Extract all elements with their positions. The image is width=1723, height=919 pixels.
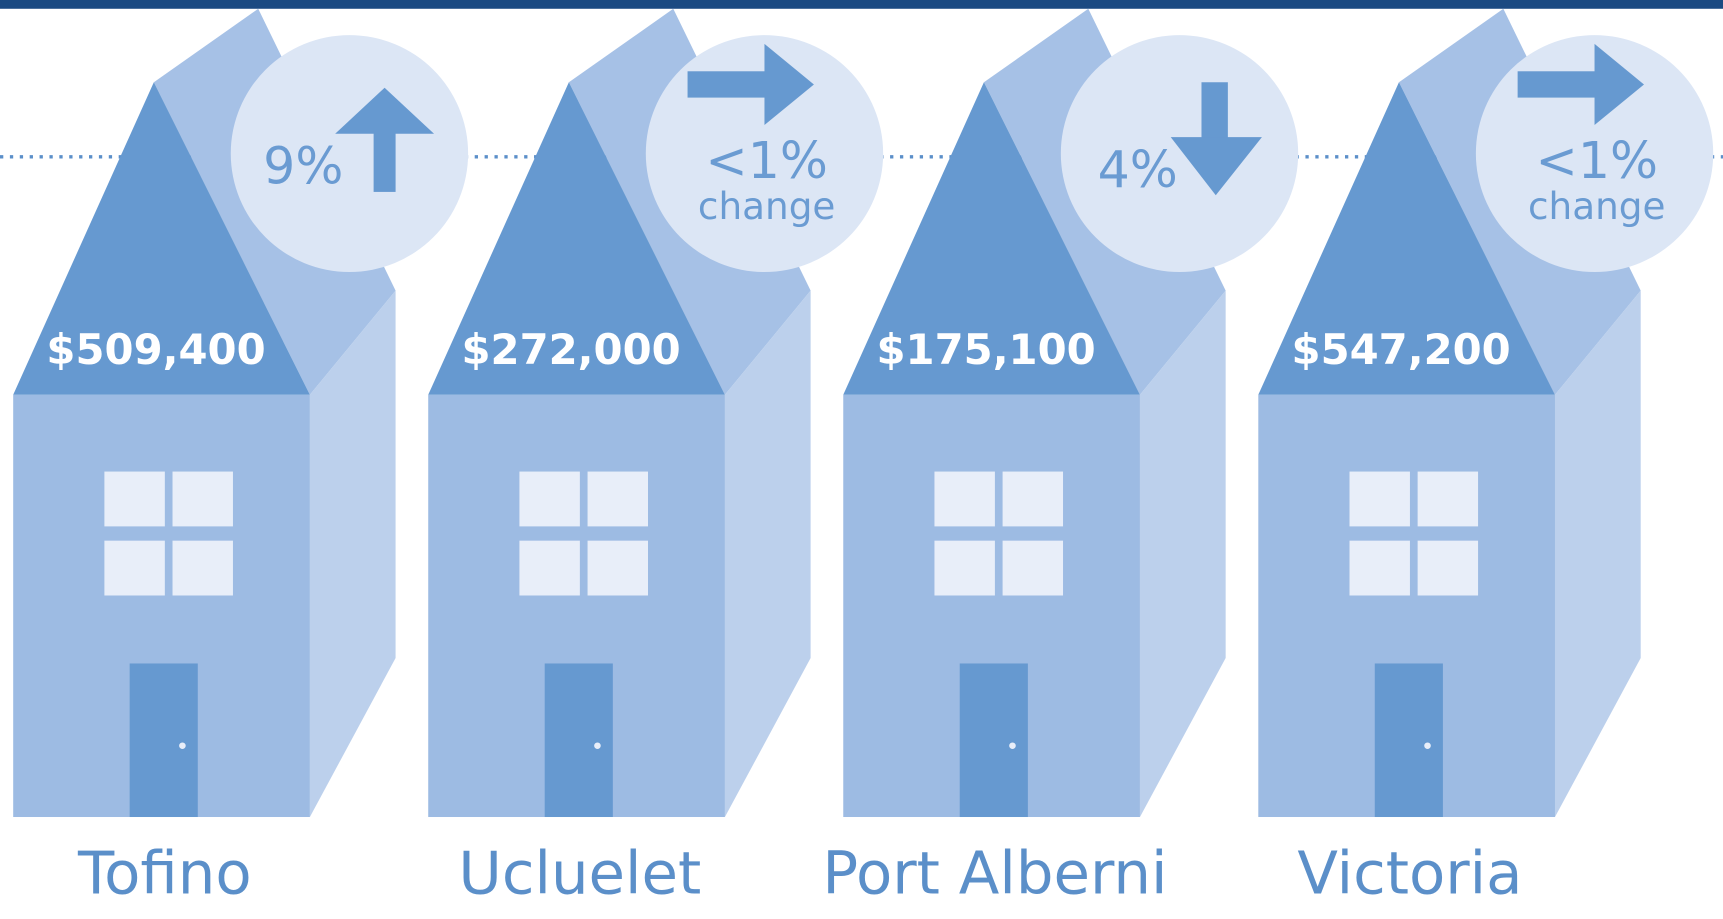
change-badge	[230, 35, 469, 272]
city-name: Tofino	[77, 838, 252, 907]
window	[587, 471, 648, 527]
arrow	[373, 126, 396, 192]
gable	[428, 82, 725, 395]
gable	[1258, 82, 1555, 395]
change: <1%	[1535, 131, 1658, 190]
window	[587, 540, 648, 596]
window	[934, 471, 995, 527]
window	[1002, 540, 1064, 596]
window	[104, 471, 165, 527]
city-name: Port Alberni	[822, 838, 1167, 907]
gable	[843, 82, 1140, 395]
door	[129, 663, 198, 818]
arrow	[687, 71, 770, 98]
door-knob	[179, 742, 186, 750]
price: $547,200	[1292, 325, 1511, 374]
window	[172, 471, 233, 527]
window	[172, 540, 233, 596]
door-knob	[594, 742, 601, 750]
door-knob	[1009, 742, 1016, 750]
side-wall	[724, 290, 811, 818]
change: <1%	[705, 131, 828, 190]
side-wall	[1554, 290, 1641, 818]
price: $509,400	[46, 325, 265, 374]
window	[934, 540, 995, 596]
window	[519, 540, 580, 596]
window	[1002, 471, 1064, 527]
arrow	[1170, 137, 1262, 196]
arrow	[764, 43, 814, 126]
door	[544, 663, 613, 818]
top-bar	[0, 0, 1723, 9]
city-name: Ucluelet	[458, 838, 701, 907]
arrow	[1517, 71, 1601, 98]
change-note: change	[698, 184, 835, 228]
side-wall	[309, 290, 396, 818]
change: 4%	[1098, 140, 1178, 199]
arrow	[1594, 43, 1644, 126]
door-knob	[1424, 742, 1431, 750]
window	[519, 471, 580, 527]
window	[1417, 540, 1479, 596]
city-name: Victoria	[1297, 838, 1522, 907]
window	[1417, 471, 1479, 527]
arrow	[335, 87, 435, 134]
change-badge	[1060, 35, 1299, 272]
price: $175,100	[877, 325, 1096, 374]
change-note: change	[1528, 184, 1665, 228]
window	[1349, 471, 1410, 527]
price: $272,000	[461, 325, 680, 374]
window	[1349, 540, 1410, 596]
side-wall	[1139, 290, 1226, 818]
arrow	[1201, 82, 1228, 143]
gable	[13, 82, 310, 395]
window	[104, 540, 165, 596]
door	[959, 663, 1028, 818]
door	[1374, 663, 1443, 818]
change: 9%	[263, 137, 343, 196]
